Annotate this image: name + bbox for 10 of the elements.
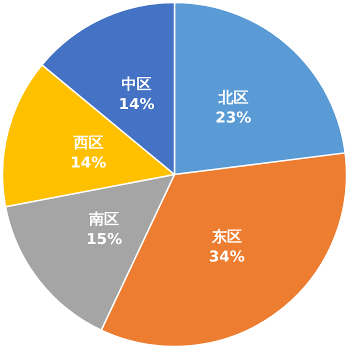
data-label: 14%: [118, 94, 155, 113]
data-label: 14%: [70, 153, 106, 172]
slice-label: 北区: [217, 88, 248, 107]
slice-label: 西区: [72, 133, 104, 152]
data-label: 34%: [208, 248, 245, 266]
data-label: 23%: [215, 108, 252, 127]
data-label: 15%: [86, 230, 122, 248]
slice-label: 东区: [210, 228, 242, 246]
slice-label: 中区: [122, 74, 152, 93]
slice-label: 南区: [88, 210, 120, 228]
